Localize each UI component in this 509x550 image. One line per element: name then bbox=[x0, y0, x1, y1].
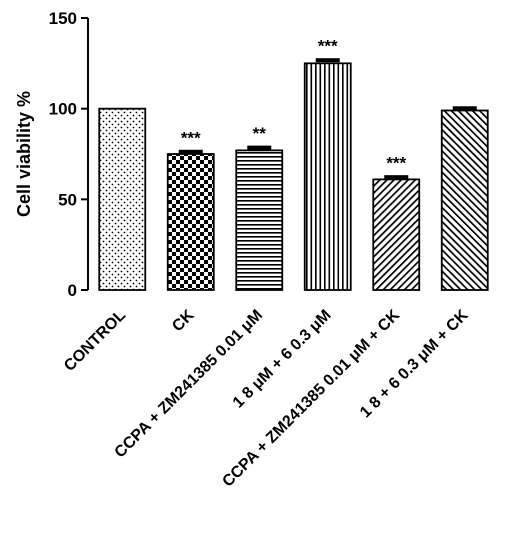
x-tick-label: CCPA + ZM241385 0.01 μM bbox=[112, 307, 266, 461]
y-tick-label: 100 bbox=[49, 100, 77, 119]
error-cap bbox=[384, 175, 409, 180]
x-tick-label: CK bbox=[169, 306, 198, 335]
bar bbox=[166, 153, 215, 291]
significance-label: *** bbox=[386, 154, 406, 173]
y-tick-label: 50 bbox=[58, 190, 77, 209]
bar bbox=[303, 62, 352, 291]
error-cap bbox=[247, 145, 272, 150]
y-axis-label: Cell viability % bbox=[14, 91, 34, 217]
y-tick-label: 150 bbox=[49, 9, 77, 28]
significance-label: ** bbox=[253, 124, 267, 143]
bar bbox=[235, 149, 284, 291]
error-cap bbox=[315, 58, 340, 63]
error-cap bbox=[452, 106, 477, 111]
y-tick-label: 0 bbox=[68, 281, 77, 300]
bar bbox=[440, 109, 489, 291]
bar bbox=[372, 178, 421, 291]
bar bbox=[98, 107, 147, 291]
error-cap bbox=[178, 149, 203, 154]
significance-label: *** bbox=[318, 37, 338, 56]
significance-label: *** bbox=[181, 128, 201, 147]
x-tick-label: CONTROL bbox=[61, 307, 129, 375]
